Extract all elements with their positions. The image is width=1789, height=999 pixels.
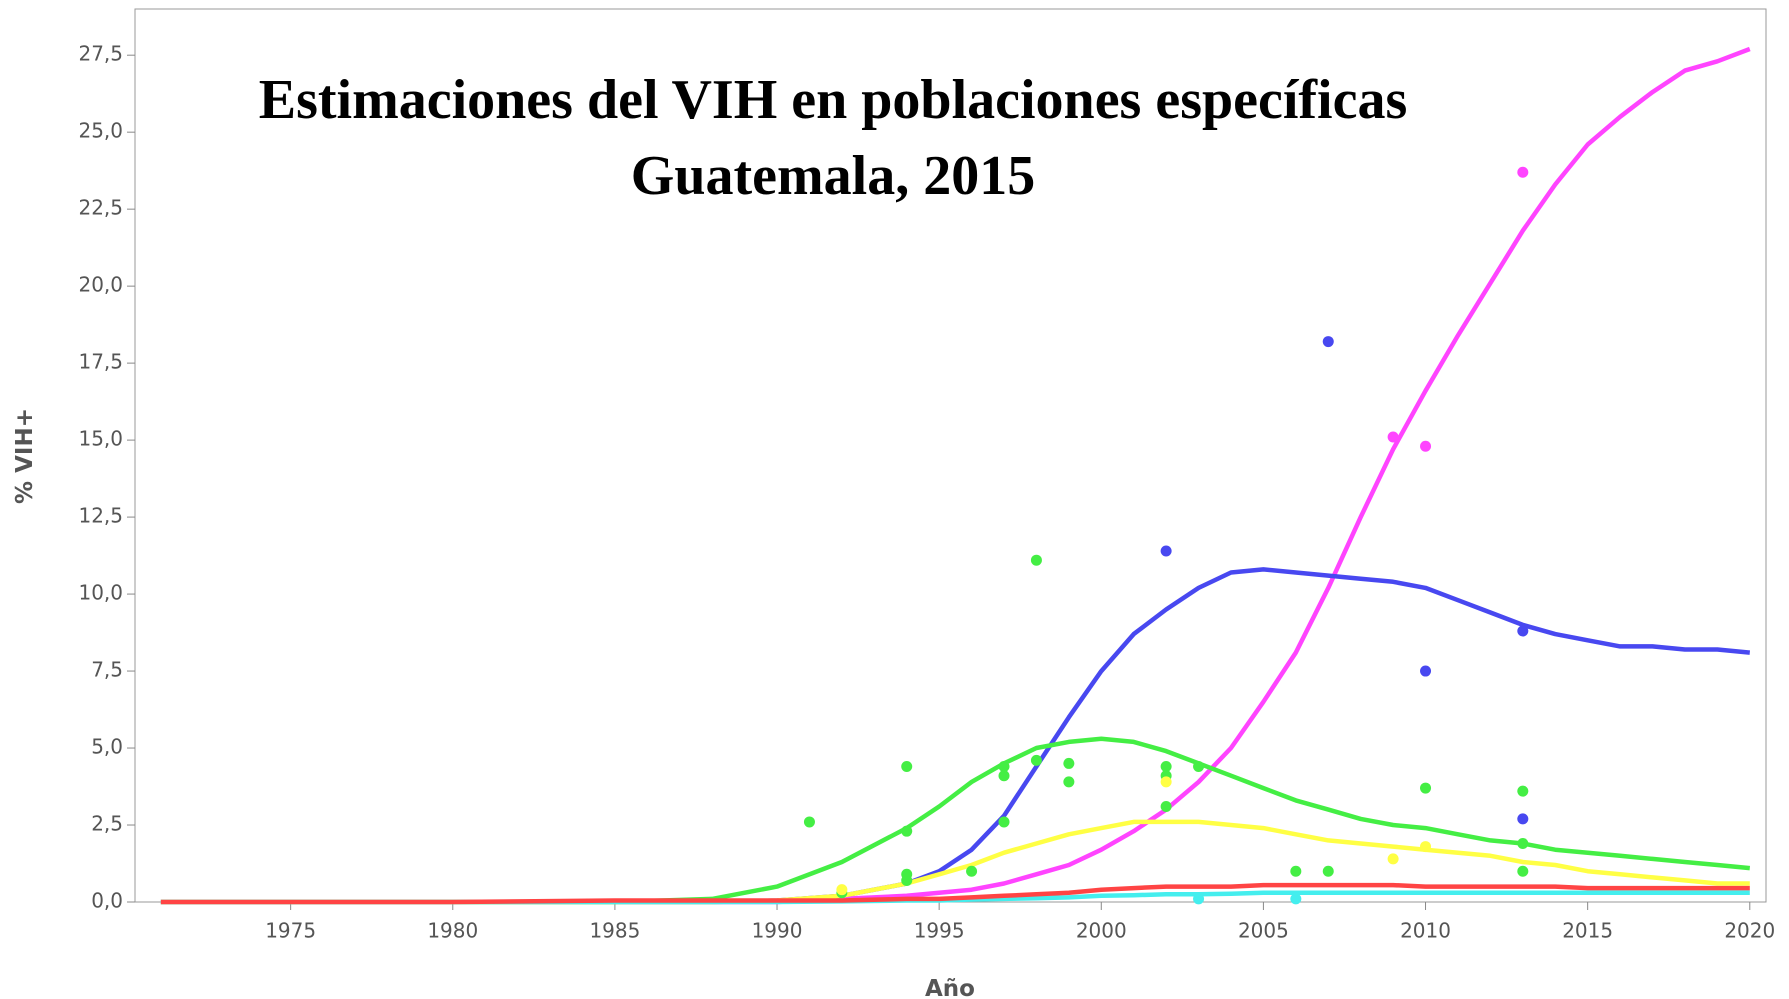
data-point: [901, 874, 913, 886]
data-point: [1517, 625, 1529, 637]
x-tick-label: 2020: [1724, 919, 1775, 943]
data-point: [998, 770, 1010, 782]
data-point: [1160, 776, 1172, 788]
data-point: [1160, 761, 1172, 773]
y-tick-label: 25,0: [78, 119, 123, 143]
data-point: [1063, 776, 1075, 788]
grid-layer: 0,0 2,5 5,0 7,5 10,0 12,5 15,0 17,5 20,0 22,5 25,0…: [78, 42, 1775, 943]
y-tick-label: 5,0: [91, 735, 123, 759]
data-point: [998, 761, 1010, 773]
plot-area: [134, 8, 1767, 903]
y-tick-label: 12,5: [78, 504, 123, 528]
data-point: [966, 865, 978, 877]
y-axis-title: % VIH+: [12, 408, 38, 504]
y-tick-label: 7,5: [91, 658, 123, 682]
y-tick-label: 2,5: [91, 812, 123, 836]
data-point: [1322, 336, 1334, 348]
y-tick-label: 20,0: [78, 273, 123, 297]
series-line: [160, 882, 1750, 905]
data-point: [1517, 837, 1529, 849]
x-tick-label: 2015: [1562, 919, 1613, 943]
data-point: [1160, 545, 1172, 557]
y-tick-label: 27,5: [78, 42, 123, 66]
x-axis-title: Año: [925, 976, 975, 999]
chart-subtitle: Guatemala, 2015: [631, 145, 1035, 207]
data-point: [1290, 893, 1302, 905]
data-point: [1517, 785, 1529, 797]
data-point: [1160, 801, 1172, 813]
data-point: [1387, 431, 1399, 443]
x-tick-label: 2005: [1238, 919, 1289, 943]
data-point: [1517, 865, 1529, 877]
series-line: [160, 736, 1751, 905]
x-tick-label: 1990: [752, 919, 803, 943]
data-point: [1517, 813, 1529, 825]
x-tick-label: 1980: [427, 919, 478, 943]
data-point: [1420, 665, 1432, 677]
x-tick-label: 1985: [589, 919, 640, 943]
chart-title: Estimaciones del VIH en poblaciones espe…: [259, 69, 1408, 131]
y-tick-label: 0,0: [91, 889, 123, 913]
data-point: [1030, 754, 1042, 766]
data-point: [1420, 440, 1432, 452]
y-tick-label: 10,0: [78, 581, 123, 605]
data-point: [1030, 554, 1042, 566]
x-tick-label: 2010: [1400, 919, 1451, 943]
data-point: [1420, 841, 1432, 853]
data-point: [1322, 865, 1334, 877]
marks-layer: [160, 46, 1751, 905]
x-tick-label: 2000: [1076, 919, 1127, 943]
data-point: [1420, 782, 1432, 794]
x-tick-label: 1975: [265, 919, 316, 943]
data-point: [1193, 893, 1205, 905]
data-point: [1063, 757, 1075, 769]
y-tick-label: 17,5: [78, 350, 123, 374]
series-line: [160, 819, 1750, 905]
data-point: [803, 816, 815, 828]
data-point: [1387, 853, 1399, 865]
data-point: [1290, 865, 1302, 877]
data-point: [1517, 166, 1529, 178]
y-tick-label: 22,5: [78, 196, 123, 220]
data-point: [901, 825, 913, 837]
x-tick-label: 1995: [914, 919, 965, 943]
data-point: [901, 761, 913, 773]
data-point: [998, 816, 1010, 828]
y-tick-label: 15,0: [78, 427, 123, 451]
data-point: [836, 884, 848, 896]
data-point: [1193, 761, 1205, 773]
